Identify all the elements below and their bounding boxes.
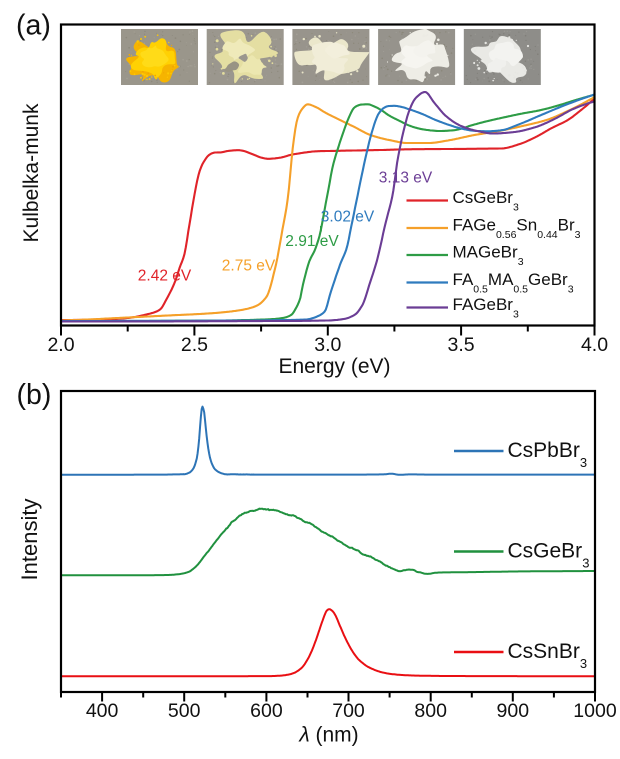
- svg-text:600: 600: [250, 700, 283, 722]
- svg-text:3.0: 3.0: [314, 334, 341, 356]
- svg-text:2.42 eV: 2.42 eV: [138, 268, 192, 285]
- svg-text:(a): (a): [16, 10, 51, 42]
- svg-text:λ (nm): λ (nm): [298, 724, 358, 747]
- svg-text:Intensity: Intensity: [17, 499, 42, 581]
- svg-text:700: 700: [332, 700, 365, 722]
- svg-text:2.0: 2.0: [47, 334, 74, 356]
- svg-text:800: 800: [414, 700, 447, 722]
- svg-text:3.02 eV: 3.02 eV: [321, 209, 375, 226]
- svg-text:2.91 eV: 2.91 eV: [285, 233, 339, 250]
- svg-text:4.0: 4.0: [581, 334, 608, 356]
- svg-text:3.13 eV: 3.13 eV: [379, 170, 433, 187]
- svg-text:2.75 eV: 2.75 eV: [222, 258, 276, 275]
- svg-text:Energy (eV): Energy (eV): [278, 355, 390, 378]
- svg-text:3.5: 3.5: [448, 334, 475, 356]
- svg-text:2.5: 2.5: [181, 334, 208, 356]
- svg-text:400: 400: [86, 700, 119, 722]
- svg-text:Kulbelka-munk: Kulbelka-munk: [20, 103, 43, 242]
- svg-text:(b): (b): [17, 379, 52, 411]
- svg-text:FA0.5MA0.5GeBr3: FA0.5MA0.5GeBr3: [453, 270, 574, 296]
- svg-text:900: 900: [497, 700, 530, 722]
- svg-text:1000: 1000: [573, 700, 617, 722]
- svg-text:500: 500: [168, 700, 201, 722]
